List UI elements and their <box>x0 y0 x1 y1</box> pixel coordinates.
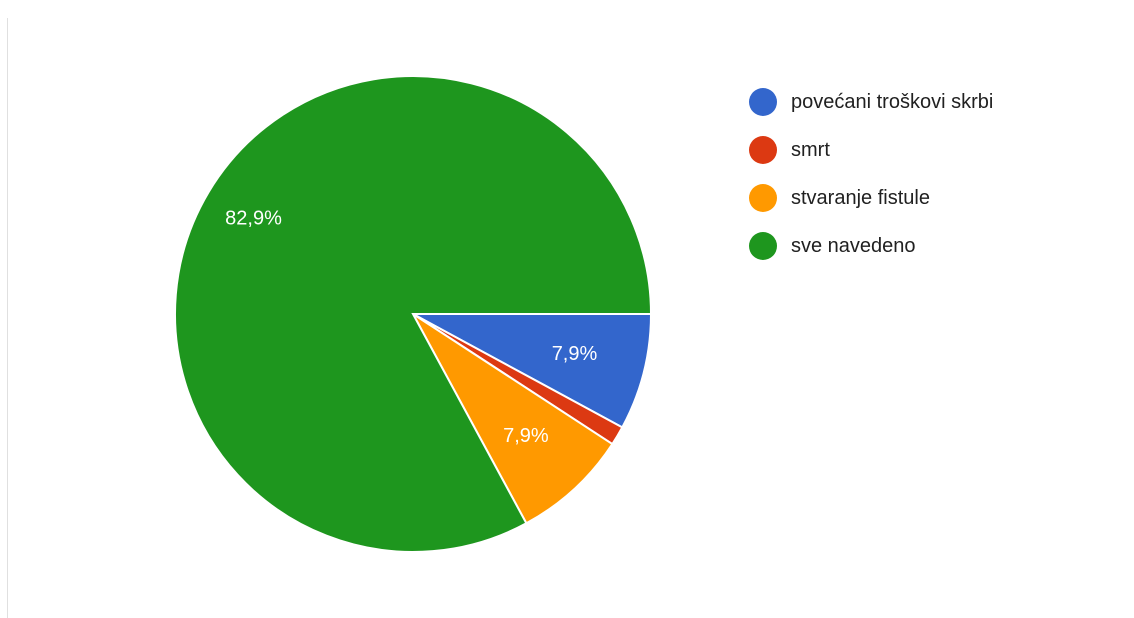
legend-label-sve-navedeno: sve navedeno <box>791 234 916 257</box>
pie-slice-stvaranje-fistule[interactable] <box>412 313 614 525</box>
chart-legend: povećani troškovi skrbi smrt stvaranje f… <box>749 78 993 270</box>
pie-slice-sve-navedeno[interactable] <box>174 75 653 553</box>
legend-item-povecani-troskovi-skrbi[interactable]: povećani troškovi skrbi <box>749 78 993 126</box>
slice-label-stvaranje-fistule: 7,9% <box>503 425 549 447</box>
legend-swatch-stvaranje-fistule <box>749 184 777 212</box>
legend-swatch-smrt <box>749 136 777 164</box>
pie-slice-povecani-troskovi-skrbi[interactable] <box>412 313 653 429</box>
legend-item-sve-navedeno[interactable]: sve navedeno <box>749 222 993 270</box>
legend-swatch-povecani-troskovi-skrbi <box>749 88 777 116</box>
legend-item-stvaranje-fistule[interactable]: stvaranje fistule <box>749 174 993 222</box>
legend-label-stvaranje-fistule: stvaranje fistule <box>791 186 930 209</box>
slice-label-povecani-troskovi-skrbi: 7,9% <box>552 343 598 365</box>
legend-label-smrt: smrt <box>791 138 830 161</box>
legend-item-smrt[interactable]: smrt <box>749 126 993 174</box>
left-border-line <box>7 18 8 618</box>
legend-label-povecani-troskovi-skrbi: povećani troškovi skrbi <box>791 90 994 113</box>
slice-label-sve-navedeno: 82,9% <box>225 207 282 229</box>
legend-swatch-sve-navedeno <box>749 232 777 260</box>
